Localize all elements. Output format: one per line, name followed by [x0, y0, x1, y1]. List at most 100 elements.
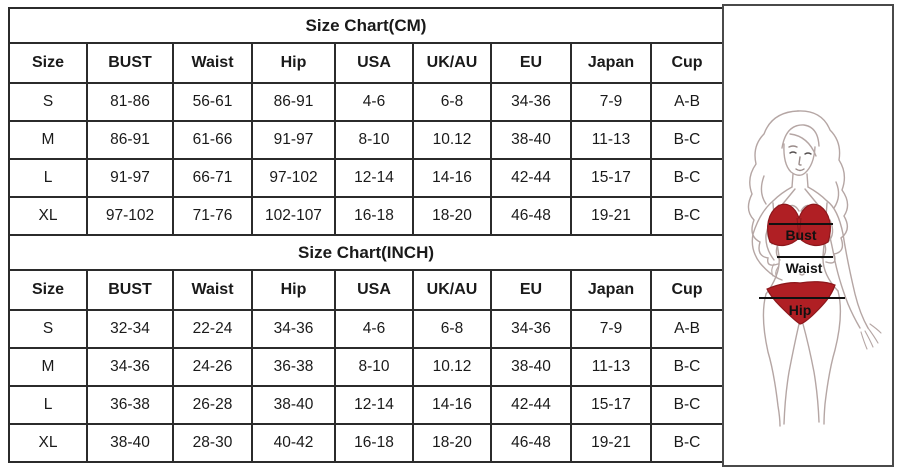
column-header: USA	[334, 42, 414, 84]
column-header: Hip	[251, 269, 336, 311]
table-cell: 34-36	[490, 82, 572, 122]
table-cell: M	[8, 347, 88, 387]
table-cell: 38-40	[86, 423, 174, 463]
table-cell: 6-8	[412, 309, 492, 349]
table-cell: 26-28	[172, 385, 253, 425]
table-cell: 34-36	[86, 347, 174, 387]
table-cell: 24-26	[172, 347, 253, 387]
table-cell: 12-14	[334, 158, 414, 198]
table-cell: 8-10	[334, 347, 414, 387]
table-cell: 14-16	[412, 385, 492, 425]
table-cell: 38-40	[490, 120, 572, 160]
table-cell: 18-20	[412, 423, 492, 463]
column-header: EU	[490, 269, 572, 311]
table-cell: B-C	[649, 347, 725, 387]
table-cell: 46-48	[490, 196, 572, 236]
table-cell: 12-14	[334, 385, 414, 425]
table-cell: 40-42	[251, 423, 336, 463]
table-cell: 32-34	[86, 309, 174, 349]
column-header: EU	[490, 42, 572, 84]
table-cell: 28-30	[172, 423, 253, 463]
table-row: XL 38-40 28-30 40-42 16-18 18-20 46-48 1…	[8, 423, 725, 463]
column-header: Cup	[650, 42, 724, 84]
table-row: S 81-86 56-61 86-91 4-6 6-8 34-36 7-9 A-…	[8, 82, 724, 122]
table-cell: 102-107	[251, 196, 336, 236]
table-cell: 46-48	[490, 423, 572, 463]
column-header: Waist	[172, 269, 253, 311]
table-cell: 7-9	[570, 82, 652, 122]
table-cell: 42-44	[490, 158, 572, 198]
table-row: M 86-91 61-66 91-97 8-10 10.12 38-40 11-…	[8, 120, 724, 160]
table-row: L 91-97 66-71 97-102 12-14 14-16 42-44 1…	[8, 158, 724, 198]
column-header: Cup	[649, 269, 725, 311]
table-cell: 38-40	[490, 347, 572, 387]
table-cell: 61-66	[172, 120, 253, 160]
table-cell: 10.12	[412, 120, 492, 160]
table-cell: 18-20	[412, 196, 492, 236]
table-title-row: Size Chart(INCH)	[7, 234, 725, 271]
table-cell: 38-40	[251, 385, 336, 425]
table-cell: 14-16	[412, 158, 492, 198]
measurement-figure-illustration: Bust Waist Hip	[747, 110, 882, 427]
table-title-inch: Size Chart(INCH)	[7, 234, 725, 271]
table-cell: B-C	[650, 158, 724, 198]
table-cell: 4-6	[334, 309, 414, 349]
size-chart-cm-table: Size Chart(CM) Size BUST Waist Hip USA U…	[8, 7, 724, 236]
table-cell: 36-38	[251, 347, 336, 387]
table-cell: 56-61	[172, 82, 253, 122]
table-cell: S	[8, 309, 88, 349]
table-row: L 36-38 26-28 38-40 12-14 14-16 42-44 15…	[8, 385, 725, 425]
header-row: Size BUST Waist Hip USA UK/AU EU Japan C…	[8, 42, 724, 84]
table-cell: B-C	[650, 120, 724, 160]
table-cell: B-C	[650, 196, 724, 236]
column-header: Hip	[251, 42, 336, 84]
bust-label: Bust	[785, 227, 816, 243]
column-header: Waist	[172, 42, 253, 84]
table-cell: 16-18	[334, 196, 414, 236]
table-cell: 22-24	[172, 309, 253, 349]
table-title-cm: Size Chart(CM)	[8, 7, 724, 44]
table-cell: 7-9	[570, 309, 652, 349]
column-header: USA	[334, 269, 414, 311]
table-cell: A-B	[649, 309, 725, 349]
table-cell: 11-13	[570, 120, 652, 160]
table-cell: 91-97	[86, 158, 174, 198]
column-header: Size	[8, 42, 88, 84]
table-cell: 71-76	[172, 196, 253, 236]
table-cell: B-C	[649, 423, 725, 463]
table-cell: L	[8, 158, 88, 198]
table-cell: XL	[8, 423, 88, 463]
table-cell: 91-97	[251, 120, 336, 160]
table-cell: 15-17	[570, 158, 652, 198]
table-cell: XL	[8, 196, 88, 236]
table-cell: 42-44	[490, 385, 572, 425]
table-cell: 86-91	[86, 120, 174, 160]
table-cell: 10.12	[412, 347, 492, 387]
waist-label: Waist	[786, 260, 823, 276]
table-row: S 32-34 22-24 34-36 4-6 6-8 34-36 7-9 A-…	[8, 309, 725, 349]
column-header: BUST	[86, 42, 174, 84]
table-cell: B-C	[649, 385, 725, 425]
table-cell: 34-36	[251, 309, 336, 349]
table-cell: 97-102	[86, 196, 174, 236]
measurement-figure-panel: Bust Waist Hip	[722, 4, 894, 467]
table-cell: 36-38	[86, 385, 174, 425]
header-row: Size BUST Waist Hip USA UK/AU EU Japan C…	[8, 269, 725, 311]
table-cell: 34-36	[490, 309, 572, 349]
table-cell: 97-102	[251, 158, 336, 198]
hip-label: Hip	[789, 302, 812, 318]
column-header: Japan	[570, 42, 652, 84]
table-cell: 19-21	[570, 423, 652, 463]
table-row: M 34-36 24-26 36-38 8-10 10.12 38-40 11-…	[8, 347, 725, 387]
table-cell: S	[8, 82, 88, 122]
table-cell: 8-10	[334, 120, 414, 160]
table-title-row: Size Chart(CM)	[8, 7, 724, 44]
size-chart-inch-table: Size Chart(INCH) Size BUST Waist Hip USA…	[7, 234, 725, 463]
table-cell: L	[8, 385, 88, 425]
size-chart-area: Size Chart(CM) Size BUST Waist Hip USA U…	[7, 7, 725, 463]
table-cell: 6-8	[412, 82, 492, 122]
table-cell: 19-21	[570, 196, 652, 236]
table-cell: 81-86	[86, 82, 174, 122]
table-cell: 86-91	[251, 82, 336, 122]
column-header: UK/AU	[412, 42, 492, 84]
